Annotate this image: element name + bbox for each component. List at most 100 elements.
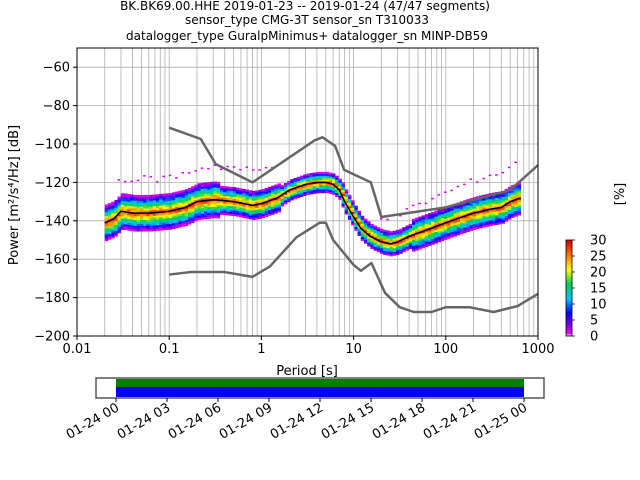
heat-cell xyxy=(319,189,323,192)
heat-cell xyxy=(453,230,458,233)
colorbar-cell xyxy=(566,242,572,245)
heat-cell xyxy=(229,190,234,193)
heat-cell xyxy=(331,184,336,188)
heat-cell xyxy=(149,223,154,226)
heat-cell xyxy=(239,169,242,171)
heat-cell xyxy=(328,174,333,177)
colorbar-cell xyxy=(566,308,572,311)
heat-cell xyxy=(283,188,288,191)
heat-cell xyxy=(143,206,147,209)
heat-cell xyxy=(168,194,173,198)
heat-cell xyxy=(187,201,192,204)
heat-cell xyxy=(479,226,483,229)
heat-cell xyxy=(351,202,355,205)
heat-cell xyxy=(255,198,259,201)
heat-cell xyxy=(315,185,320,188)
heat-cell xyxy=(120,208,125,211)
heat-cell xyxy=(456,185,460,188)
heat-cell xyxy=(171,215,176,218)
heat-cell xyxy=(181,220,186,223)
heat-cell xyxy=(123,212,128,215)
heat-cell xyxy=(488,206,493,209)
heat-cell xyxy=(475,209,480,212)
heat-cell xyxy=(443,237,448,240)
heat-cell xyxy=(133,225,138,228)
heat-cell xyxy=(354,205,358,208)
heat-cell xyxy=(399,249,403,252)
heat-cell xyxy=(226,209,230,212)
heat-cell xyxy=(280,188,285,192)
heat-cell xyxy=(181,222,186,225)
heat-cell xyxy=(405,235,410,238)
heat-cell xyxy=(203,217,208,220)
heat-cell xyxy=(427,243,432,246)
heat-cell xyxy=(197,187,202,190)
heat-cell xyxy=(165,199,170,202)
heat-cell xyxy=(197,185,202,188)
heat-cell xyxy=(175,216,179,219)
heat-cell xyxy=(223,207,227,210)
heat-cell xyxy=(491,221,496,224)
heat-cell xyxy=(178,219,182,222)
heat-cell xyxy=(395,239,400,242)
heat-cell xyxy=(277,204,282,207)
heat-cell xyxy=(123,220,128,223)
heat-cell xyxy=(498,208,502,211)
heat-cell xyxy=(303,174,307,177)
heat-cell xyxy=(309,173,314,176)
heat-cell xyxy=(434,227,438,231)
heat-cell xyxy=(152,213,157,216)
heat-cell xyxy=(271,187,275,190)
heat-cell xyxy=(187,191,192,194)
heat-cell xyxy=(347,200,352,203)
heat-cell xyxy=(104,204,109,207)
heat-cell xyxy=(303,176,307,179)
timeline-tick-label: 01-24 00 xyxy=(64,400,122,442)
heat-cell xyxy=(405,248,410,251)
heat-cell xyxy=(127,207,131,210)
heat-cell xyxy=(479,201,483,204)
heat-cell xyxy=(443,224,448,227)
heat-cell xyxy=(360,225,365,228)
heat-cell xyxy=(319,183,323,186)
heat-cell xyxy=(347,217,352,220)
heat-cell xyxy=(296,180,301,183)
heat-cell xyxy=(267,211,272,214)
heat-cell xyxy=(447,223,451,226)
heat-cell xyxy=(325,183,330,186)
heat-cell xyxy=(389,240,394,243)
heat-cell xyxy=(319,177,323,180)
heat-cell xyxy=(133,229,138,232)
heat-cell xyxy=(383,229,387,232)
heat-cell xyxy=(411,218,416,221)
heat-cell xyxy=(437,217,442,220)
heat-cell xyxy=(213,187,218,190)
heat-cell xyxy=(376,248,381,251)
heat-cell xyxy=(424,220,429,223)
heat-cell xyxy=(181,172,185,174)
heat-cell xyxy=(507,186,512,189)
heat-cell xyxy=(440,229,445,232)
heat-cell xyxy=(424,225,429,228)
heat-cell xyxy=(146,196,150,199)
heat-cell xyxy=(344,193,349,196)
heat-cell xyxy=(389,233,394,236)
heat-cell xyxy=(261,190,266,194)
heat-cell xyxy=(168,227,173,230)
heat-cell xyxy=(223,188,227,191)
heat-cell xyxy=(443,235,448,239)
colorbar-cell xyxy=(566,256,572,259)
heat-cell xyxy=(264,203,269,206)
heat-cell xyxy=(437,234,442,237)
heat-cell xyxy=(322,175,326,178)
heat-cell xyxy=(450,218,454,221)
heat-cell xyxy=(264,195,269,198)
heat-cell xyxy=(469,203,474,207)
heat-cell xyxy=(450,225,454,229)
heat-cell xyxy=(149,217,154,220)
heat-cell xyxy=(395,235,400,238)
heat-cell xyxy=(431,217,435,220)
heat-cell xyxy=(383,252,387,255)
heat-cell xyxy=(251,210,256,213)
